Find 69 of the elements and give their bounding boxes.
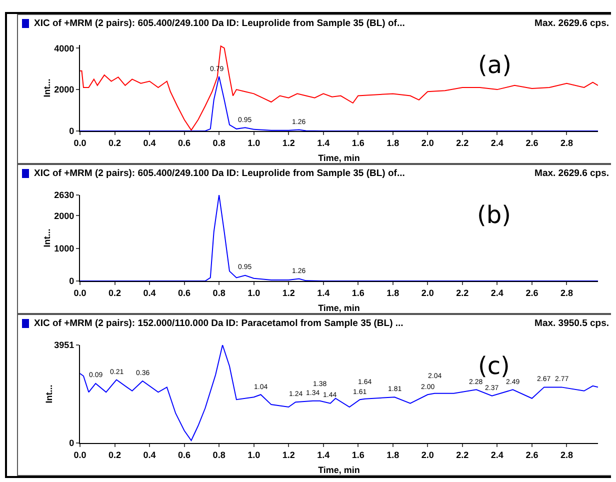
x-tick-label: 0.4 xyxy=(143,450,156,460)
x-tick-label: 0.0 xyxy=(74,288,86,298)
x-tick-label: 0.8 xyxy=(212,288,226,298)
y-tick-label: 2000 xyxy=(54,84,74,95)
x-tick-label: 1.8 xyxy=(386,450,400,460)
x-tick-label: 0.8 xyxy=(212,450,226,460)
x-tick-label: 1.2 xyxy=(282,450,295,460)
x-tick-label: 0.4 xyxy=(143,288,156,298)
x-tick-label: 2.2 xyxy=(456,450,469,460)
chart-subtitle: Max. 3950.5 cps. xyxy=(534,318,610,328)
x-tick-label: 0.6 xyxy=(178,450,191,460)
x-tick-label: 0.0 xyxy=(74,138,86,148)
x-tick-label: 1.2 xyxy=(282,138,295,148)
chart-title: XIC of +MRM (2 pairs): 605.400/249.100 Da ID: Leuprolide from Sample 35 (BL) of... xyxy=(34,168,406,178)
x-tick-label: 2.8 xyxy=(560,450,573,460)
x-tick-label: 2.6 xyxy=(526,138,538,148)
x-tick-label: 2.0 xyxy=(421,138,434,148)
x-tick-label: 2.0 xyxy=(421,450,434,460)
x-tick-label: 1.4 xyxy=(317,450,330,460)
chart-subtitle: Max. 2629.6 cps. xyxy=(534,168,610,178)
y-axis-title: Int... xyxy=(42,78,52,98)
x-tick-label: 2.2 xyxy=(456,288,469,298)
x-tick-label: 1.8 xyxy=(386,138,400,148)
x-tick-label: 2.0 xyxy=(421,288,434,298)
x-tick-label: 2.4 xyxy=(490,450,504,460)
x-tick-label: 2.8 xyxy=(560,288,573,298)
x-tick-label: 1.0 xyxy=(248,288,260,298)
y-axis-title: Int... xyxy=(42,228,52,248)
y-tick-label: 0 xyxy=(69,438,74,448)
x-tick-label: 1.0 xyxy=(248,138,260,148)
x-tick-label: 2.8 xyxy=(560,138,573,148)
x-tick-label: 2.6 xyxy=(526,288,538,298)
x-tick-label: 0.6 xyxy=(178,288,191,298)
y-tick-label: 1000 xyxy=(54,243,74,254)
chart-title: XIC of +MRM (2 pairs): 152.000/110.000 Da ID: Paracetamol from Sample 35 (BL) ... xyxy=(34,318,404,328)
y-tick-label: 0 xyxy=(69,126,74,136)
y-axis-title: Int... xyxy=(44,384,54,404)
x-tick-label: 1.6 xyxy=(352,450,364,460)
x-axis-title: Time, min xyxy=(318,153,360,163)
chart-subtitle: Max. 2629.6 cps. xyxy=(534,18,610,28)
x-tick-label: 0.2 xyxy=(108,288,122,298)
x-tick-label: 0.2 xyxy=(108,450,122,460)
x-tick-label: 2.4 xyxy=(490,138,504,148)
x-tick-label: 1.8 xyxy=(386,288,400,298)
x-tick-label: 0.8 xyxy=(212,138,226,148)
y-tick-label: 2630 xyxy=(54,190,74,200)
chart-title: XIC of +MRM (2 pairs): 605.400/249.100 Da ID: Leuprolide from Sample 35 (BL) of... xyxy=(34,18,406,28)
x-tick-label: 1.4 xyxy=(317,288,330,298)
x-axis-title: Time, min xyxy=(318,303,360,313)
x-tick-label: 2.4 xyxy=(490,288,504,298)
annotation: (a) xyxy=(478,51,512,79)
y-tick-label: 0 xyxy=(69,276,74,286)
x-tick-label: 1.6 xyxy=(352,288,364,298)
x-tick-label: 1.4 xyxy=(317,138,330,148)
x-tick-label: 0.4 xyxy=(143,138,156,148)
y-tick-label: 4000 xyxy=(54,43,74,54)
x-tick-label: 0.0 xyxy=(74,450,86,460)
x-tick-label: 1.2 xyxy=(282,288,295,298)
x-tick-label: 1.6 xyxy=(352,138,364,148)
x-tick-label: 2.6 xyxy=(526,450,538,460)
y-tick-label: 2000 xyxy=(54,210,74,221)
x-axis-title: Time, min xyxy=(318,465,360,475)
annotation: (b) xyxy=(477,201,511,229)
annotation: (c) xyxy=(478,352,510,380)
x-tick-label: 1.0 xyxy=(248,450,260,460)
y-tick-label: 3951 xyxy=(54,340,74,350)
x-tick-label: 0.2 xyxy=(108,138,122,148)
x-tick-label: 0.6 xyxy=(178,138,191,148)
x-tick-label: 2.2 xyxy=(456,138,469,148)
